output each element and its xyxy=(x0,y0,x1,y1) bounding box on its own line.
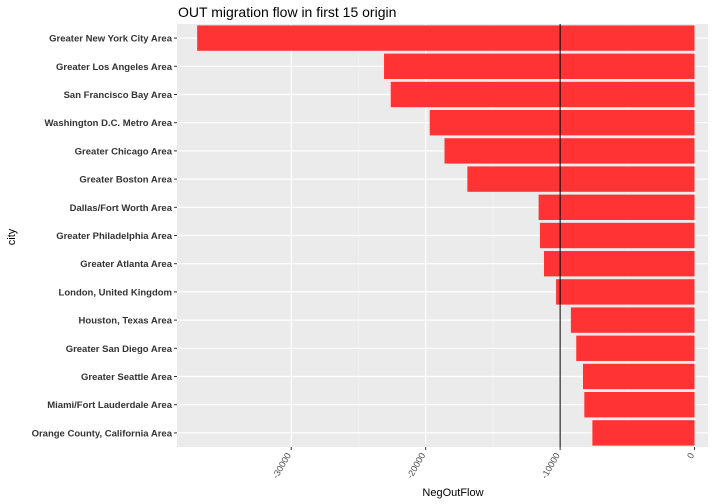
bar xyxy=(576,335,695,361)
bar xyxy=(584,392,695,418)
category-label: Houston, Texas Area xyxy=(79,316,173,327)
bar xyxy=(390,81,695,108)
chart-title: OUT migration flow in first 15 origin xyxy=(178,4,396,20)
x-tick-labels: -30000 -20000 -10000 0 xyxy=(270,447,696,480)
category-label: Greater San Diego Area xyxy=(66,344,173,355)
bar xyxy=(570,307,695,333)
category-label: Greater Los Angeles Area xyxy=(56,62,173,73)
x-axis-title: NegOutFlow xyxy=(422,487,483,499)
category-label: Miami/Fort Lauderdale Area xyxy=(47,400,172,411)
category-label: Greater Atlanta Area xyxy=(80,259,172,270)
category-label: Dallas/Fort Worth Area xyxy=(70,203,173,214)
y-axis-title: city xyxy=(6,228,18,245)
category-label: Orange County, California Area xyxy=(32,428,173,439)
category-label: Greater Seattle Area xyxy=(81,372,173,383)
bar xyxy=(592,420,695,446)
bar xyxy=(582,363,695,390)
category-label: San Francisco Bay Area xyxy=(64,90,173,101)
bars xyxy=(197,24,695,447)
bar xyxy=(197,25,695,51)
x-tick-label: -20000 xyxy=(405,451,428,480)
x-tick-label: -30000 xyxy=(270,451,293,480)
category-label: Greater Boston Area xyxy=(79,175,172,186)
bar xyxy=(444,138,695,164)
bar xyxy=(538,194,695,220)
category-label: Greater Chicago Area xyxy=(75,146,173,157)
bar xyxy=(429,110,695,136)
category-label: Greater Philadelphia Area xyxy=(56,231,173,242)
category-label: Washington D.C. Metro Area xyxy=(44,118,172,129)
x-tick-label: 0 xyxy=(685,451,696,460)
bar xyxy=(384,53,695,79)
x-tick-label: -10000 xyxy=(539,451,562,480)
bar xyxy=(543,251,695,277)
category-label: Greater New York City Area xyxy=(49,34,173,45)
bar xyxy=(539,222,695,249)
category-label: London, United Kingdom xyxy=(59,287,172,298)
bar xyxy=(556,279,695,305)
bar xyxy=(467,166,695,192)
category-labels: Greater New York City Area Greater Los An… xyxy=(32,34,177,439)
